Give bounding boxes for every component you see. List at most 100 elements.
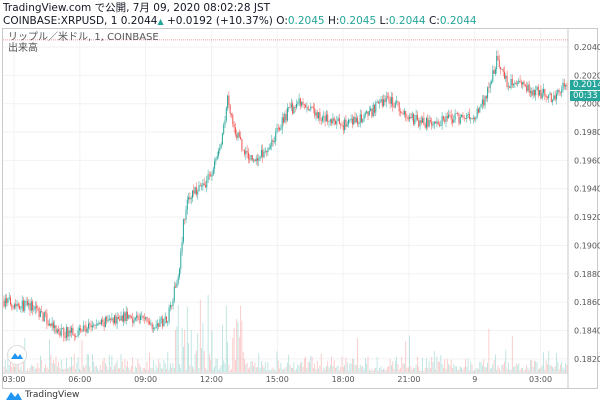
candle-body — [509, 86, 511, 88]
volume-bar — [94, 366, 96, 372]
candle-body — [208, 174, 210, 175]
volume-bar — [237, 322, 239, 372]
candle-body — [13, 304, 15, 308]
candle-body — [123, 312, 125, 322]
volume-bar — [531, 359, 533, 372]
candle-body — [71, 327, 73, 333]
candle-body — [461, 114, 463, 118]
x-tick-label: 03:00 — [529, 375, 552, 384]
candle-body — [49, 323, 50, 326]
candle-body — [519, 80, 521, 83]
volume-bar — [45, 364, 46, 372]
candle-body — [175, 286, 177, 288]
volume-bar — [549, 365, 551, 372]
volume-bar — [561, 362, 563, 372]
volume-bar — [537, 369, 539, 372]
volume-bar — [340, 366, 342, 372]
series-legend: リップル／米ドル, 1, COINBASE — [8, 32, 159, 43]
candle-body — [88, 323, 89, 329]
candle-body — [110, 318, 112, 320]
candle-body — [462, 114, 464, 118]
volume-bar — [25, 370, 27, 372]
volume-bar — [20, 365, 22, 372]
tradingview-logo-icon — [6, 392, 22, 400]
volume-bar — [394, 360, 396, 372]
volume-bar — [224, 363, 226, 372]
candle-body — [94, 325, 96, 326]
volume-bar — [80, 370, 82, 372]
candle-body — [99, 322, 101, 325]
volume-bar — [388, 366, 390, 372]
candle-body — [212, 168, 214, 175]
candle-body — [388, 97, 390, 99]
candle-body — [151, 323, 153, 329]
volume-bar — [106, 365, 108, 372]
candle-body — [89, 323, 91, 325]
candle-body — [342, 125, 344, 131]
volume-bar — [95, 365, 97, 372]
candle-body — [198, 185, 200, 192]
candle-body — [536, 86, 538, 91]
volume-bar — [424, 367, 426, 372]
volume-bar — [539, 368, 540, 372]
volume-bar — [415, 364, 417, 372]
volume-bar — [355, 365, 357, 372]
candle-body — [69, 330, 71, 333]
volume-bar — [444, 359, 446, 372]
candle-body — [272, 140, 274, 142]
candle-body — [314, 108, 316, 116]
volume-bar — [164, 363, 166, 372]
volume-bar — [462, 369, 464, 372]
volume-bar — [14, 367, 15, 372]
candle-body — [444, 119, 446, 122]
volume-bar — [160, 368, 162, 372]
candle-body — [91, 325, 93, 328]
volume-bar — [449, 365, 451, 372]
volume-bar — [401, 356, 403, 372]
footer-brand[interactable]: TradingView — [6, 390, 79, 400]
volume-legend: 出来高 — [8, 43, 38, 54]
candle-body — [454, 113, 456, 120]
candle-body — [270, 146, 271, 148]
volume-bar — [548, 350, 550, 372]
volume-bar — [445, 368, 447, 372]
candle-body — [107, 320, 109, 322]
candle-body — [316, 112, 318, 119]
y-tick-label: 0.2040 — [574, 43, 600, 52]
candle-body — [30, 301, 32, 311]
volume-bar — [54, 363, 56, 372]
candle-body — [410, 116, 412, 118]
candle-body — [345, 119, 347, 127]
candle-body — [176, 283, 178, 288]
candle-body — [475, 117, 477, 120]
volume-bar — [180, 368, 182, 372]
candle-body — [195, 187, 197, 195]
candle-body — [457, 112, 459, 115]
volume-bar — [196, 350, 197, 372]
volume-bar — [197, 333, 199, 372]
volume-bar — [155, 365, 157, 372]
volume-bar — [37, 362, 39, 372]
volume-bar — [119, 368, 121, 372]
candle-body — [467, 113, 469, 115]
volume-bar — [431, 357, 433, 372]
candle-body — [233, 123, 235, 128]
candle-body — [98, 322, 100, 324]
volume-bar — [345, 357, 347, 372]
volume-bar — [153, 360, 154, 372]
candle-body — [257, 158, 258, 161]
volume-bar — [443, 367, 444, 372]
candle-body — [133, 320, 135, 323]
volume-bar — [55, 356, 57, 372]
volume-bar — [41, 359, 43, 372]
volume-bar — [292, 367, 293, 372]
candle-body — [153, 328, 154, 330]
volume-bar — [496, 370, 498, 372]
tradingview-logo-button[interactable] — [7, 345, 27, 365]
volume-bar — [483, 359, 485, 372]
candle-body — [247, 152, 249, 160]
candle-body — [143, 318, 145, 319]
candle-body — [453, 119, 455, 123]
volume-bar — [246, 362, 248, 372]
